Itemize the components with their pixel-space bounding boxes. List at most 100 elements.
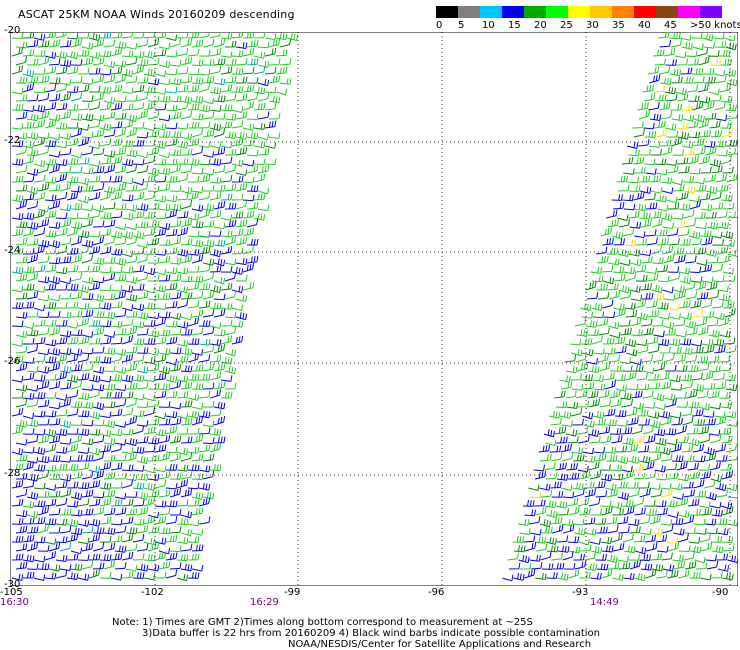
- wind-barb: [655, 194, 667, 203]
- wind-barb: [143, 86, 156, 93]
- wind-barb: [132, 51, 145, 59]
- wind-barb: [44, 264, 57, 273]
- wind-barb: [257, 187, 270, 195]
- wind-barb: [659, 346, 671, 354]
- wind-barb: [11, 65, 24, 75]
- wind-barb: [561, 452, 574, 462]
- wind-barb: [727, 555, 738, 564]
- wind-barb: [180, 165, 193, 174]
- wind-barb: [709, 120, 721, 129]
- wind-barb: [33, 517, 46, 525]
- wind-barb: [180, 254, 193, 264]
- wind-barb: [44, 210, 57, 219]
- west-swath: [11, 32, 299, 582]
- wind-barb: [637, 102, 649, 111]
- wind-barb: [37, 348, 50, 356]
- wind-barb: [99, 516, 112, 525]
- wind-barb: [642, 327, 654, 336]
- wind-barb: [231, 159, 244, 167]
- wind-barb: [143, 124, 156, 132]
- wind-barb: [88, 175, 101, 183]
- wind-barb: [626, 141, 639, 149]
- wind-barb: [88, 142, 101, 150]
- wind-barb: [26, 221, 39, 230]
- wind-barb: [725, 42, 737, 51]
- wind-barb: [718, 255, 730, 264]
- wind-barb: [660, 111, 673, 120]
- wind-barb: [158, 255, 171, 264]
- wind-barb: [176, 140, 189, 149]
- wind-barb: [202, 309, 215, 318]
- wind-barb: [264, 86, 277, 94]
- wind-barb: [607, 562, 620, 570]
- wind-barb: [114, 290, 127, 300]
- wind-barb: [77, 498, 90, 507]
- wind-barb: [15, 561, 28, 570]
- wind-barb: [158, 348, 171, 356]
- wind-barb: [11, 266, 24, 275]
- wind-barb: [242, 176, 255, 184]
- wind-barb: [587, 390, 599, 399]
- wind-barb: [121, 194, 134, 202]
- wind-barb: [110, 121, 123, 129]
- wind-barb: [595, 554, 607, 561]
- wind-barb: [692, 409, 704, 417]
- wind-barb: [717, 221, 729, 230]
- wind-barb: [246, 92, 259, 102]
- wind-barb: [213, 78, 226, 86]
- wind-barb: [253, 65, 266, 75]
- wind-barb: [114, 398, 127, 408]
- wind-barb: [666, 472, 679, 480]
- wind-barb: [154, 537, 167, 545]
- wind-barb: [617, 492, 629, 501]
- wind-barb: [209, 158, 222, 166]
- wind-barb: [652, 293, 665, 301]
- wind-barb: [568, 506, 580, 516]
- wind-barb: [209, 285, 222, 294]
- wind-barb: [632, 365, 644, 372]
- wind-barb: [623, 267, 635, 275]
- wind-barb: [92, 491, 105, 499]
- wind-barb: [545, 472, 558, 480]
- wind-barb: [268, 75, 281, 84]
- wind-barb: [666, 130, 679, 138]
- wind-barb: [125, 204, 138, 212]
- wind-barb: [11, 32, 24, 39]
- wind-barb: [679, 239, 691, 246]
- wind-barb: [121, 213, 134, 221]
- wind-barb: [37, 182, 50, 192]
- wind-barb: [710, 536, 723, 543]
- wind-barb: [114, 95, 127, 103]
- wind-barb: [110, 518, 123, 526]
- wind-barb: [165, 86, 178, 94]
- wind-barb: [187, 353, 200, 363]
- wind-barb: [11, 340, 24, 347]
- wind-barb: [44, 319, 57, 327]
- wind-barb: [513, 572, 525, 581]
- wind-barb: [643, 402, 656, 409]
- wind-barb: [48, 473, 61, 480]
- wind-barb: [645, 267, 658, 274]
- wind-barb: [615, 384, 628, 392]
- wind-barb: [595, 490, 608, 498]
- wind-barb: [601, 569, 613, 579]
- wind-barb: [59, 40, 72, 48]
- wind-barb: [48, 240, 61, 249]
- wind-barb: [121, 119, 134, 129]
- wind-barb: [246, 218, 259, 228]
- wind-barb: [701, 237, 713, 246]
- wind-barb: [55, 394, 68, 401]
- wind-barb: [656, 229, 668, 237]
- wind-barb: [708, 50, 720, 57]
- wind-barb: [669, 412, 682, 419]
- wind-barb: [551, 552, 563, 561]
- wind-barb: [649, 141, 661, 148]
- wind-barb: [176, 412, 189, 420]
- wind-barb: [33, 482, 46, 490]
- wind-barb: [15, 292, 28, 300]
- wind-barb: [55, 428, 68, 437]
- wind-barb: [569, 546, 581, 554]
- wind-barb: [37, 327, 50, 336]
- wind-barb: [605, 483, 617, 491]
- wind-barb: [715, 483, 727, 491]
